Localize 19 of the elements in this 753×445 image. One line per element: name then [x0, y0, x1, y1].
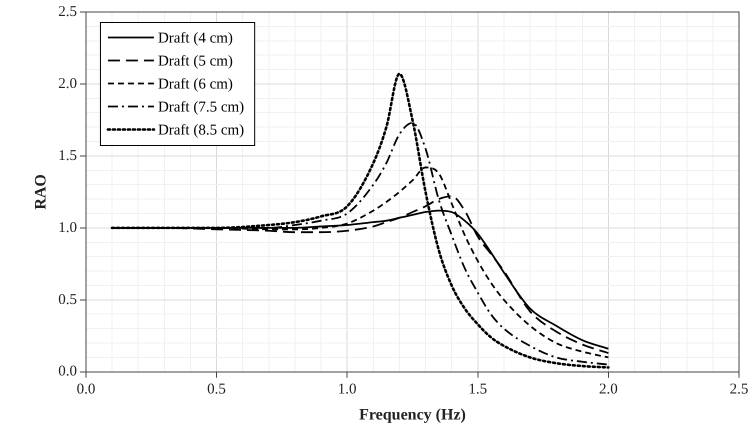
- x-tick-label: 0.0: [76, 382, 96, 398]
- y-tick-label: 1.0: [58, 220, 77, 236]
- legend-label: Draft (4 cm): [158, 30, 233, 46]
- y-tick-label: 0.0: [58, 364, 77, 380]
- legend-label: Draft (5 cm): [158, 53, 233, 70]
- y-tick-label: 2.5: [58, 4, 77, 20]
- y-tick-label: 2.0: [58, 76, 77, 92]
- y-tick-label: 1.5: [58, 148, 77, 164]
- y-tick-label: 0.5: [58, 292, 77, 308]
- x-tick-label: 2.5: [730, 382, 748, 398]
- x-axis-title: Frequency (Hz): [359, 406, 466, 424]
- x-tick-label: 1.0: [338, 382, 357, 398]
- y-axis-title: RAO: [32, 174, 50, 210]
- x-tick-label: 2.0: [599, 382, 618, 398]
- x-tick-label: 0.5: [207, 382, 226, 398]
- legend-label: Draft (8.5 cm): [158, 122, 244, 138]
- x-tick-label: 1.5: [468, 382, 488, 398]
- legend-label: Draft (7.5 cm): [158, 99, 244, 116]
- legend-label: Draft (6 cm): [158, 76, 233, 92]
